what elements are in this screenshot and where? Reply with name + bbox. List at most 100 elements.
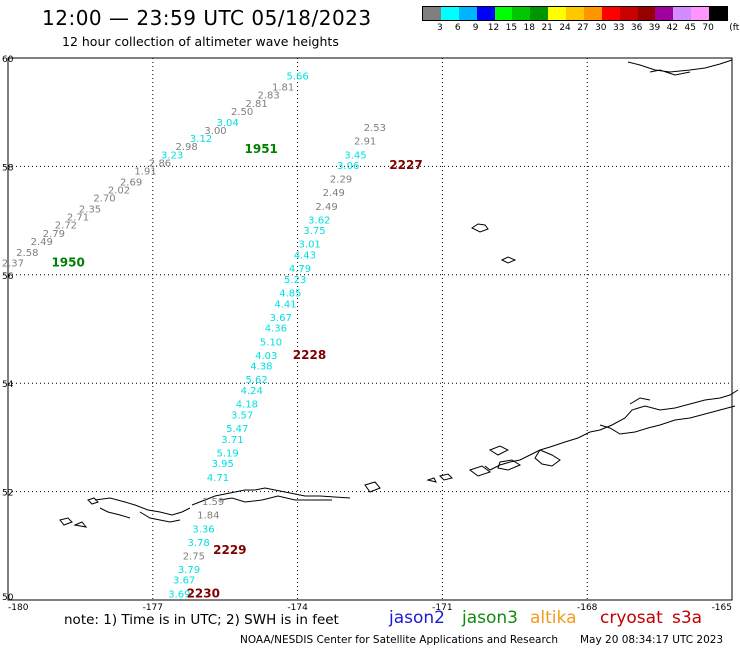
legend-swatch: [458, 7, 477, 20]
wave-height-value: 3.45: [344, 150, 366, 161]
page-title: 12:00 — 23:59 UTC 05/18/2023: [42, 6, 372, 30]
legend-swatch: [709, 7, 727, 20]
time-label: 2229: [213, 543, 246, 557]
legend-swatch: [494, 7, 513, 20]
altimeter-tracks: 2.372.582.492.792.722.712.352.702.022.69…: [2, 72, 423, 601]
satellite-s3a: s3a: [672, 608, 703, 628]
legend-tick: 30: [595, 23, 607, 33]
wave-height-value: 3.57: [231, 410, 253, 421]
legend-tick: 6: [454, 23, 461, 33]
time-label: 1950: [51, 256, 84, 270]
wave-height-value: 5.19: [216, 448, 238, 459]
wave-height-value: 3.06: [337, 161, 359, 172]
wave-height-value: 3.36: [192, 524, 214, 535]
legend-tick: 9: [472, 23, 479, 33]
latitude-label: 60: [2, 55, 14, 65]
legend-tick: 27: [577, 23, 589, 33]
satellite-cryosat: cryosat: [600, 608, 663, 628]
wave-height-value: 4.41: [274, 299, 296, 310]
wave-height-value: 5.10: [260, 337, 282, 348]
wave-height-value: 2.53: [364, 123, 386, 134]
wave-height-value: 5.66: [286, 72, 308, 83]
wave-height-value: 2.70: [93, 194, 115, 205]
legend-swatch: [619, 7, 638, 20]
unimak-island: [534, 449, 561, 467]
wave-height-value: 3.04: [216, 118, 238, 129]
wave-height-value: 2.98: [175, 142, 197, 153]
st-george-island: [500, 256, 517, 264]
timestamp: May 20 08:34:17 UTC 2023: [580, 634, 724, 646]
wave-height-value: 2.49: [315, 202, 337, 213]
legend-tick: 70: [702, 23, 714, 33]
wave-height-value: 5.47: [226, 424, 248, 435]
footer-note: note: 1) Time is in UTC; 2) SWH is in fe…: [64, 612, 339, 628]
legend-tick: 15: [505, 23, 518, 33]
longitude-label: -174: [287, 603, 308, 613]
wave-height-value: 4.18: [236, 400, 258, 411]
wave-height-value: 1.91: [134, 167, 156, 178]
wave-height-value: 3.12: [190, 134, 212, 145]
legend-tick: 33: [612, 23, 625, 33]
legend-swatch: [655, 7, 674, 20]
wave-height-value: 4.71: [207, 473, 229, 484]
wave-height-value: 3.23: [161, 150, 183, 161]
wave-height-value: 2.91: [354, 137, 376, 148]
legend-swatch: [637, 7, 656, 20]
latitude-label: 56: [2, 272, 14, 282]
wave-height-value: 3.62: [308, 215, 330, 226]
wave-height-value: 4.03: [255, 351, 277, 362]
page-subtitle: 12 hour collection of altimeter wave hei…: [62, 34, 339, 49]
legend-tick: 42: [666, 23, 679, 33]
legend-tick: 36: [630, 23, 643, 33]
fox-islands: [364, 445, 522, 493]
satellite-jason2: jason2: [389, 608, 445, 628]
wave-height-value: 4.43: [294, 251, 316, 262]
wave-height-value: 2.58: [16, 248, 38, 259]
legend-swatch: [476, 7, 495, 20]
longitude-label: -171: [432, 603, 452, 613]
time-label: 2227: [389, 158, 422, 172]
wave-height-value: 2.72: [55, 221, 77, 232]
time-label: 1951: [245, 142, 278, 156]
legend-tick: 3: [437, 23, 443, 33]
wave-height-value: 3.00: [204, 126, 226, 137]
legend-tick: 39: [648, 23, 661, 33]
legend-swatch: [673, 7, 692, 20]
wave-height-value: 5.62: [245, 375, 267, 386]
legend-swatch: [548, 7, 566, 20]
legend-swatch: [530, 7, 549, 20]
wave-height-value: 2.29: [330, 175, 352, 186]
alaska-peninsula: [484, 389, 739, 471]
map-frame: [7, 57, 733, 601]
rat-near-islands: [59, 497, 191, 528]
legend-swatch: [601, 7, 620, 20]
credit-line: NOAA/NESDIS Center for Satellite Applica…: [240, 634, 558, 646]
wave-height-value: 1.81: [272, 83, 294, 94]
axis-labels: -180 -177 -174 -171 -168 -165 50 52 54 56 58 60: [2, 55, 732, 613]
wave-height-value: 3.95: [212, 459, 234, 470]
wave-height-value: 2.69: [120, 177, 142, 188]
legend-swatch: [691, 7, 709, 20]
wave-height-value: 2.75: [183, 551, 205, 562]
longitude-label: -180: [8, 603, 29, 613]
legend-swatch: [566, 7, 584, 20]
latitude-label: 54: [2, 380, 14, 390]
st-paul-island: [471, 223, 489, 233]
wave-height-value: 1.84: [197, 511, 219, 522]
wave-height-value: 3.75: [303, 226, 325, 237]
longitude-label: -168: [577, 603, 598, 613]
legend-tick: 21: [541, 23, 553, 33]
latitude-label: 58: [2, 163, 14, 173]
wave-height-value: 2.71: [67, 213, 89, 224]
legend-tick: 45: [684, 23, 696, 33]
wave-height-value: 2.02: [108, 186, 130, 197]
alaska-coast-north: [627, 59, 733, 76]
time-label: 2228: [293, 348, 326, 362]
longitude-label: -165: [712, 603, 732, 613]
legend-swatch: [512, 7, 531, 20]
wave-height-value: 2.49: [323, 188, 345, 199]
legend-swatch: [440, 7, 459, 20]
